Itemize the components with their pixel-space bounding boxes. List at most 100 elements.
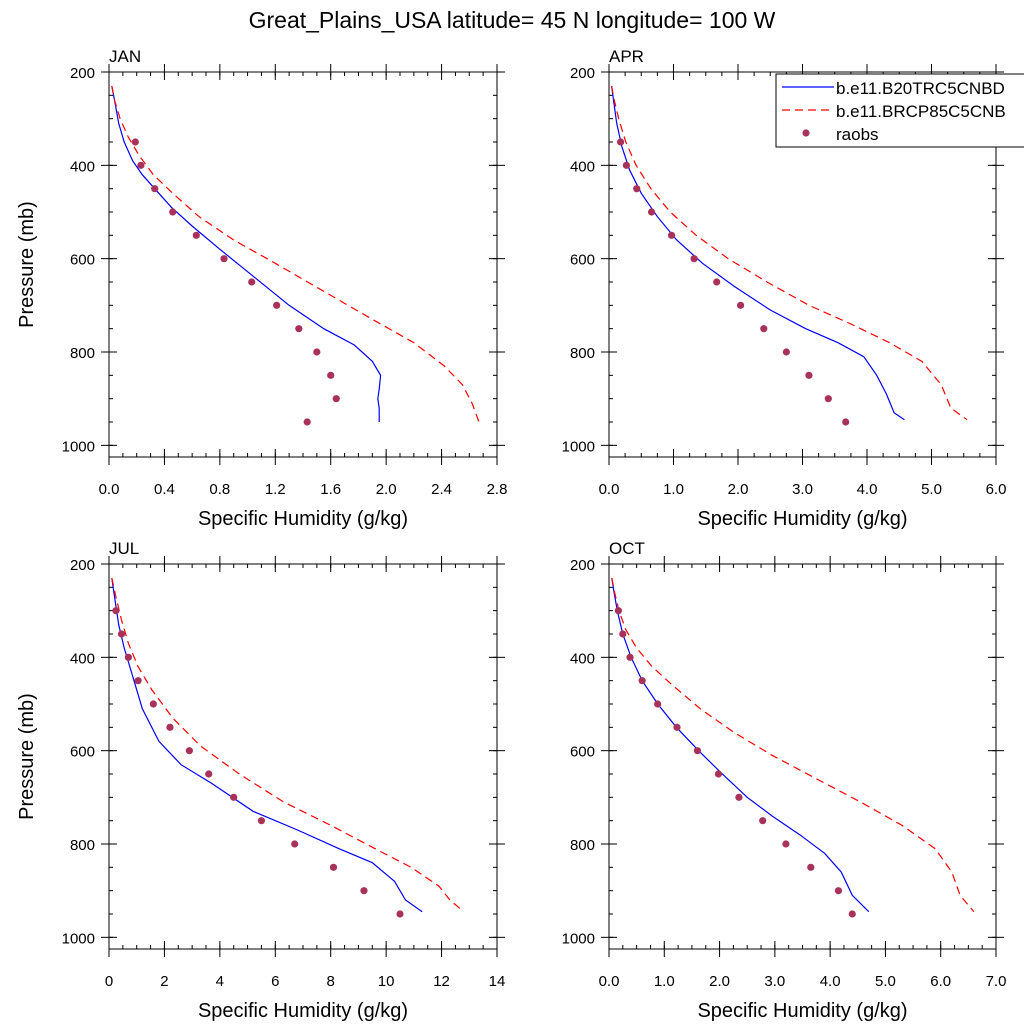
x-tick-label: 6: [271, 973, 279, 990]
raobs-point: [735, 793, 743, 801]
panel-title: JUL: [109, 539, 139, 558]
raobs-point: [332, 395, 340, 403]
x-tick-label: 1.6: [320, 481, 341, 498]
x-tick-label: 7.0: [986, 973, 1007, 990]
raobs-point: [619, 630, 627, 638]
x-tick-label: 1.0: [663, 481, 684, 498]
x-tick-label: 6.0: [930, 973, 951, 990]
panel-jan: JAN 0.0 0.4 0.8 1.2 1.6 2.0 2.4 2.8 200 400 600 800 1…: [16, 47, 507, 530]
x-tick-label: 6.0: [986, 481, 1007, 498]
raobs-point: [192, 231, 200, 239]
x-tick-label: 5.0: [875, 973, 896, 990]
y-tick-label: 200: [70, 557, 95, 574]
x-tick-label: 2.0: [728, 481, 749, 498]
raobs-point: [329, 863, 338, 871]
raobs-point: [824, 395, 832, 403]
raobs-point: [257, 817, 266, 825]
raobs-point: [220, 255, 228, 263]
raobs-point: [112, 607, 120, 615]
raobs-point: [842, 418, 850, 426]
x-tick-label: 3.0: [764, 973, 785, 990]
x-tick-label: 4.0: [820, 973, 841, 990]
y-tick-label: 400: [570, 650, 595, 667]
raobs-point: [151, 185, 159, 193]
panel-oct: OCT 0.0 1.0 2.0 3.0 4.0 5.0 6.0 7.0 200 400 600 800 1…: [562, 539, 1007, 1022]
plot-frame: [108, 563, 498, 950]
y-tick-label: 200: [570, 557, 595, 574]
x-tick-label: 1.2: [265, 481, 286, 498]
x-tick-label: 10: [378, 973, 395, 990]
x-tick-label: 0.8: [209, 481, 230, 498]
x-tick-label: 2.4: [431, 481, 452, 498]
raobs-point: [248, 278, 256, 286]
x-tick-label: 2: [160, 973, 168, 990]
raobs-point: [848, 910, 856, 918]
panel-title: JAN: [109, 47, 141, 66]
legend-label-model1: b.e11.B20TRC5CNBD: [836, 79, 1005, 98]
raobs-point: [714, 770, 723, 778]
plot-frame: [108, 71, 498, 458]
raobs-point: [759, 817, 767, 825]
raobs-point: [673, 723, 681, 731]
y-tick-label: 800: [70, 345, 95, 362]
y-tick-label: 800: [570, 837, 595, 854]
x-tick-label: 1.0: [654, 973, 675, 990]
y-tick-label: 1000: [62, 438, 95, 455]
y-axis-label: Pressure (mb): [16, 693, 38, 820]
plot-frame: [608, 563, 997, 950]
y-tick-label: 600: [70, 252, 95, 269]
legend-marker-raobs: [802, 129, 810, 137]
raobs-point: [131, 138, 139, 146]
raobs-point: [647, 208, 656, 216]
series-line-20tr: [111, 85, 382, 422]
y-tick-label: 1000: [562, 930, 595, 947]
raobs-point: [185, 747, 193, 755]
panel-apr: APR 0.0 1.0 2.0 3.0 4.0 5.0 6.0 200 400 600 800 1000…: [562, 47, 1007, 530]
legend: b.e11.B20TRC5CNBD b.e11.BRCP85C5CNB raob…: [775, 73, 1024, 148]
raobs-point: [313, 348, 321, 356]
x-tick-label: 0.0: [599, 481, 620, 498]
raobs-point: [626, 653, 634, 661]
x-tick-label: 12: [433, 973, 450, 990]
raobs-point: [622, 161, 631, 169]
x-tick-label: 14: [489, 973, 506, 990]
x-axis-label: Specific Humidity (g/kg): [198, 1000, 408, 1022]
y-axis-label: Pressure (mb): [16, 201, 38, 328]
y-tick-label: 600: [570, 744, 595, 761]
y-tick-label: 1000: [562, 438, 595, 455]
raobs-point: [693, 747, 702, 755]
raobs-point: [614, 607, 622, 615]
raobs-point: [273, 301, 281, 309]
y-tick-label: 1000: [62, 930, 95, 947]
x-axis-label: Specific Humidity (g/kg): [697, 1000, 907, 1022]
raobs-point: [166, 723, 174, 731]
x-tick-label: 3.0: [792, 481, 813, 498]
raobs-point: [654, 700, 662, 708]
x-tick-label: 5.0: [921, 481, 942, 498]
raobs-point: [137, 161, 145, 169]
raobs-point: [327, 371, 335, 379]
series-line-rcp85: [611, 577, 975, 913]
y-tick-label: 200: [570, 65, 595, 82]
x-tick-label: 0.0: [599, 973, 620, 990]
legend-box: [775, 73, 1024, 148]
raobs-point: [760, 325, 768, 333]
raobs-point: [834, 887, 843, 895]
raobs-point: [633, 185, 641, 193]
x-tick-label: 0.0: [99, 481, 120, 498]
raobs-point: [805, 371, 813, 379]
legend-label-raobs: raobs: [836, 125, 879, 144]
y-tick-label: 800: [70, 837, 95, 854]
x-tick-label: 2.8: [487, 481, 508, 498]
x-axis-label: Specific Humidity (g/kg): [697, 508, 907, 530]
raobs-point: [782, 348, 790, 356]
raobs-point: [638, 677, 646, 685]
raobs-point: [303, 418, 311, 426]
x-tick-label: 0: [105, 973, 113, 990]
raobs-point: [736, 301, 745, 309]
raobs-point: [169, 208, 177, 216]
raobs-point: [149, 700, 157, 708]
raobs-point: [205, 770, 213, 778]
y-tick-label: 600: [570, 252, 595, 269]
